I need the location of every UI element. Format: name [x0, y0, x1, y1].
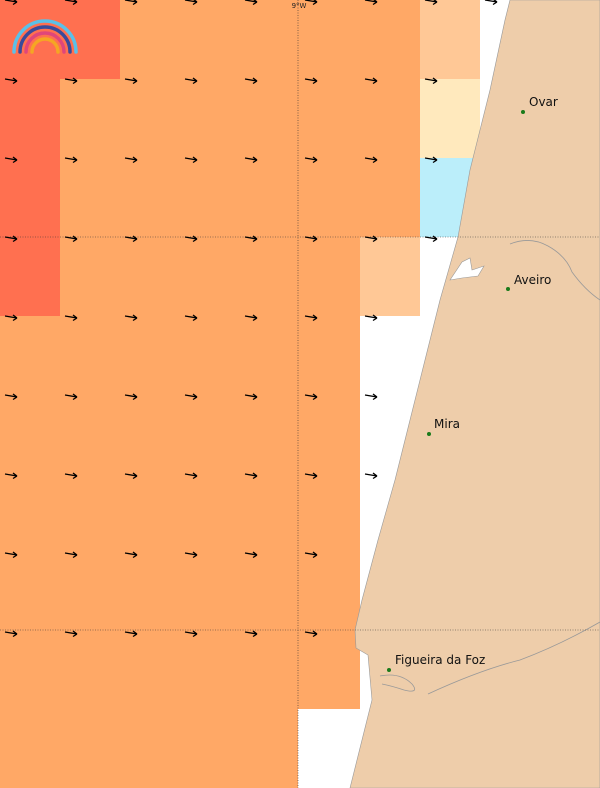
wind-arrow — [4, 0, 18, 6]
wind-arrow — [244, 77, 258, 85]
wind-arrow — [364, 393, 378, 401]
wind-arrow — [184, 472, 198, 480]
wind-arrow — [4, 314, 18, 322]
wind-arrow — [304, 551, 318, 559]
wind-arrow — [244, 314, 258, 322]
wind-arrow — [64, 630, 78, 638]
place-dot — [506, 287, 510, 291]
places: Ovar Aveiro Mira Figueira da Foz — [387, 95, 558, 672]
wind-arrow — [184, 630, 198, 638]
place-label: Aveiro — [514, 273, 551, 287]
wind-arrow — [424, 156, 438, 164]
wind-arrow — [244, 235, 258, 243]
cell — [360, 237, 420, 316]
wind-arrow — [184, 156, 198, 164]
wind-arrow — [364, 156, 378, 164]
logo — [12, 19, 78, 54]
wind-arrow — [304, 77, 318, 85]
wind-arrow — [364, 472, 378, 480]
wind-arrow — [124, 393, 138, 401]
wind-arrow — [184, 235, 198, 243]
cell — [420, 0, 480, 79]
wind-arrow — [424, 0, 438, 6]
wind-arrow — [244, 393, 258, 401]
place-label: Ovar — [529, 95, 558, 109]
wind-arrow — [124, 314, 138, 322]
wind-arrow — [184, 77, 198, 85]
place-label: Mira — [434, 417, 460, 431]
river — [379, 621, 600, 695]
logo-arc — [24, 31, 66, 54]
wind-arrow — [184, 314, 198, 322]
wind-arrow — [184, 0, 198, 6]
wind-arrow — [64, 393, 78, 401]
cell — [0, 79, 60, 316]
wind-arrow — [304, 472, 318, 480]
wind-arrow — [244, 630, 258, 638]
wind-arrows — [4, 0, 498, 638]
wind-arrow — [64, 472, 78, 480]
place-dot — [387, 668, 391, 672]
wind-arrow — [484, 0, 498, 6]
wind-arrow — [64, 314, 78, 322]
wind-arrow — [364, 77, 378, 85]
wind-arrow — [4, 156, 18, 164]
wind-arrow — [124, 77, 138, 85]
logo-arc — [12, 19, 78, 54]
wind-arrow — [244, 156, 258, 164]
land — [349, 0, 600, 788]
wind-arrow — [64, 551, 78, 559]
logo-arc — [18, 25, 72, 54]
wind-arrow — [124, 630, 138, 638]
wind-arrow — [244, 551, 258, 559]
place-label: Figueira da Foz — [395, 653, 485, 667]
wind-arrow — [304, 0, 318, 6]
wind-arrow — [184, 551, 198, 559]
wind-arrow — [64, 156, 78, 164]
place-dot — [427, 432, 431, 436]
wind-arrow — [124, 235, 138, 243]
wind-arrow — [304, 156, 318, 164]
wind-arrow — [184, 393, 198, 401]
wind-arrow — [364, 314, 378, 322]
wind-arrow — [244, 472, 258, 480]
wind-arrow — [4, 630, 18, 638]
wind-arrow — [4, 77, 18, 85]
wind-arrow — [64, 235, 78, 243]
wind-arrow — [304, 393, 318, 401]
wind-arrow — [304, 314, 318, 322]
wind-arrow — [4, 551, 18, 559]
wind-arrow — [424, 235, 438, 243]
wind-arrow — [364, 235, 378, 243]
wind-arrow — [4, 393, 18, 401]
lagoon — [449, 257, 485, 281]
logo-arc — [30, 37, 60, 54]
wind-arrow — [124, 551, 138, 559]
wind-arrow — [4, 472, 18, 480]
cells — [0, 0, 480, 788]
cell — [0, 709, 298, 788]
wind-arrow — [124, 0, 138, 6]
wind-arrow — [64, 77, 78, 85]
wind-arrow — [4, 235, 18, 243]
wind-arrow — [124, 472, 138, 480]
wind-arrow — [124, 156, 138, 164]
wind-arrow — [64, 0, 78, 6]
wind-arrow — [304, 630, 318, 638]
wind-arrow — [424, 77, 438, 85]
river — [509, 240, 600, 301]
wind-arrow — [364, 0, 378, 6]
cell — [420, 79, 480, 158]
place-dot — [521, 110, 525, 114]
longitude-label: 9°W — [292, 2, 307, 10]
wind-arrow — [244, 0, 258, 6]
wind-arrow — [304, 235, 318, 243]
